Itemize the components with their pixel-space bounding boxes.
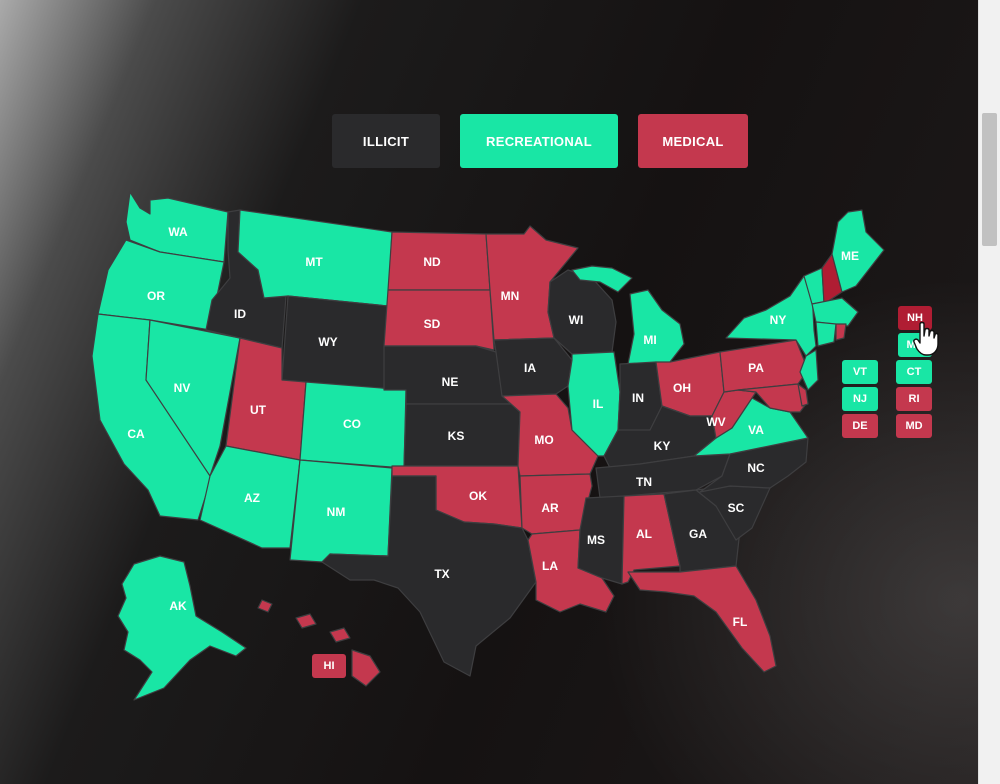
state-de[interactable] <box>797 383 809 407</box>
state-tx[interactable] <box>321 475 537 677</box>
illicit-filter-button[interactable]: ILLICIT <box>332 114 440 168</box>
nh-button[interactable]: NH <box>898 306 932 330</box>
state-ia[interactable] <box>493 337 573 397</box>
state-ct[interactable] <box>815 321 837 347</box>
vt-button[interactable]: VT <box>842 360 878 384</box>
state-ms[interactable] <box>577 495 625 585</box>
state-oh[interactable] <box>655 351 725 417</box>
state-me[interactable] <box>831 209 885 293</box>
state-ma[interactable] <box>811 297 859 327</box>
state-nj[interactable] <box>799 349 819 391</box>
recreational-filter-button[interactable]: RECREATIONAL <box>460 114 618 168</box>
state-nc[interactable] <box>699 437 809 493</box>
state-fl[interactable] <box>627 565 777 673</box>
ri-button[interactable]: RI <box>896 387 932 411</box>
us-map: WA OR CA NV ID MT WY UT AZ CO NM ND SD N… <box>91 191 939 701</box>
nj-button[interactable]: NJ <box>842 387 878 411</box>
hand-pointer-icon <box>913 321 939 356</box>
state-or[interactable] <box>97 239 225 331</box>
state-mi[interactable] <box>571 265 685 365</box>
state-co[interactable] <box>299 381 407 469</box>
state-nd[interactable] <box>387 231 491 291</box>
medical-filter-button[interactable]: MEDICAL <box>638 114 748 168</box>
state-hi[interactable] <box>257 599 381 687</box>
state-ks[interactable] <box>403 403 521 467</box>
state-nm[interactable] <box>289 459 393 563</box>
state-wy[interactable] <box>281 295 389 393</box>
state-ak[interactable] <box>117 555 247 701</box>
state-il[interactable] <box>567 351 621 457</box>
map-page: ILLICIT RECREATIONAL MEDICAL <box>0 0 978 784</box>
state-sd[interactable] <box>383 289 495 351</box>
scrollbar-thumb[interactable] <box>982 113 997 246</box>
md-button[interactable]: MD <box>896 414 932 438</box>
de-button[interactable]: DE <box>842 414 878 438</box>
state-mo[interactable] <box>501 393 599 477</box>
ct-button[interactable]: CT <box>896 360 932 384</box>
hi-label-button[interactable]: HI <box>312 654 346 678</box>
vertical-scrollbar[interactable] <box>978 0 1000 784</box>
state-ri[interactable] <box>835 323 847 341</box>
